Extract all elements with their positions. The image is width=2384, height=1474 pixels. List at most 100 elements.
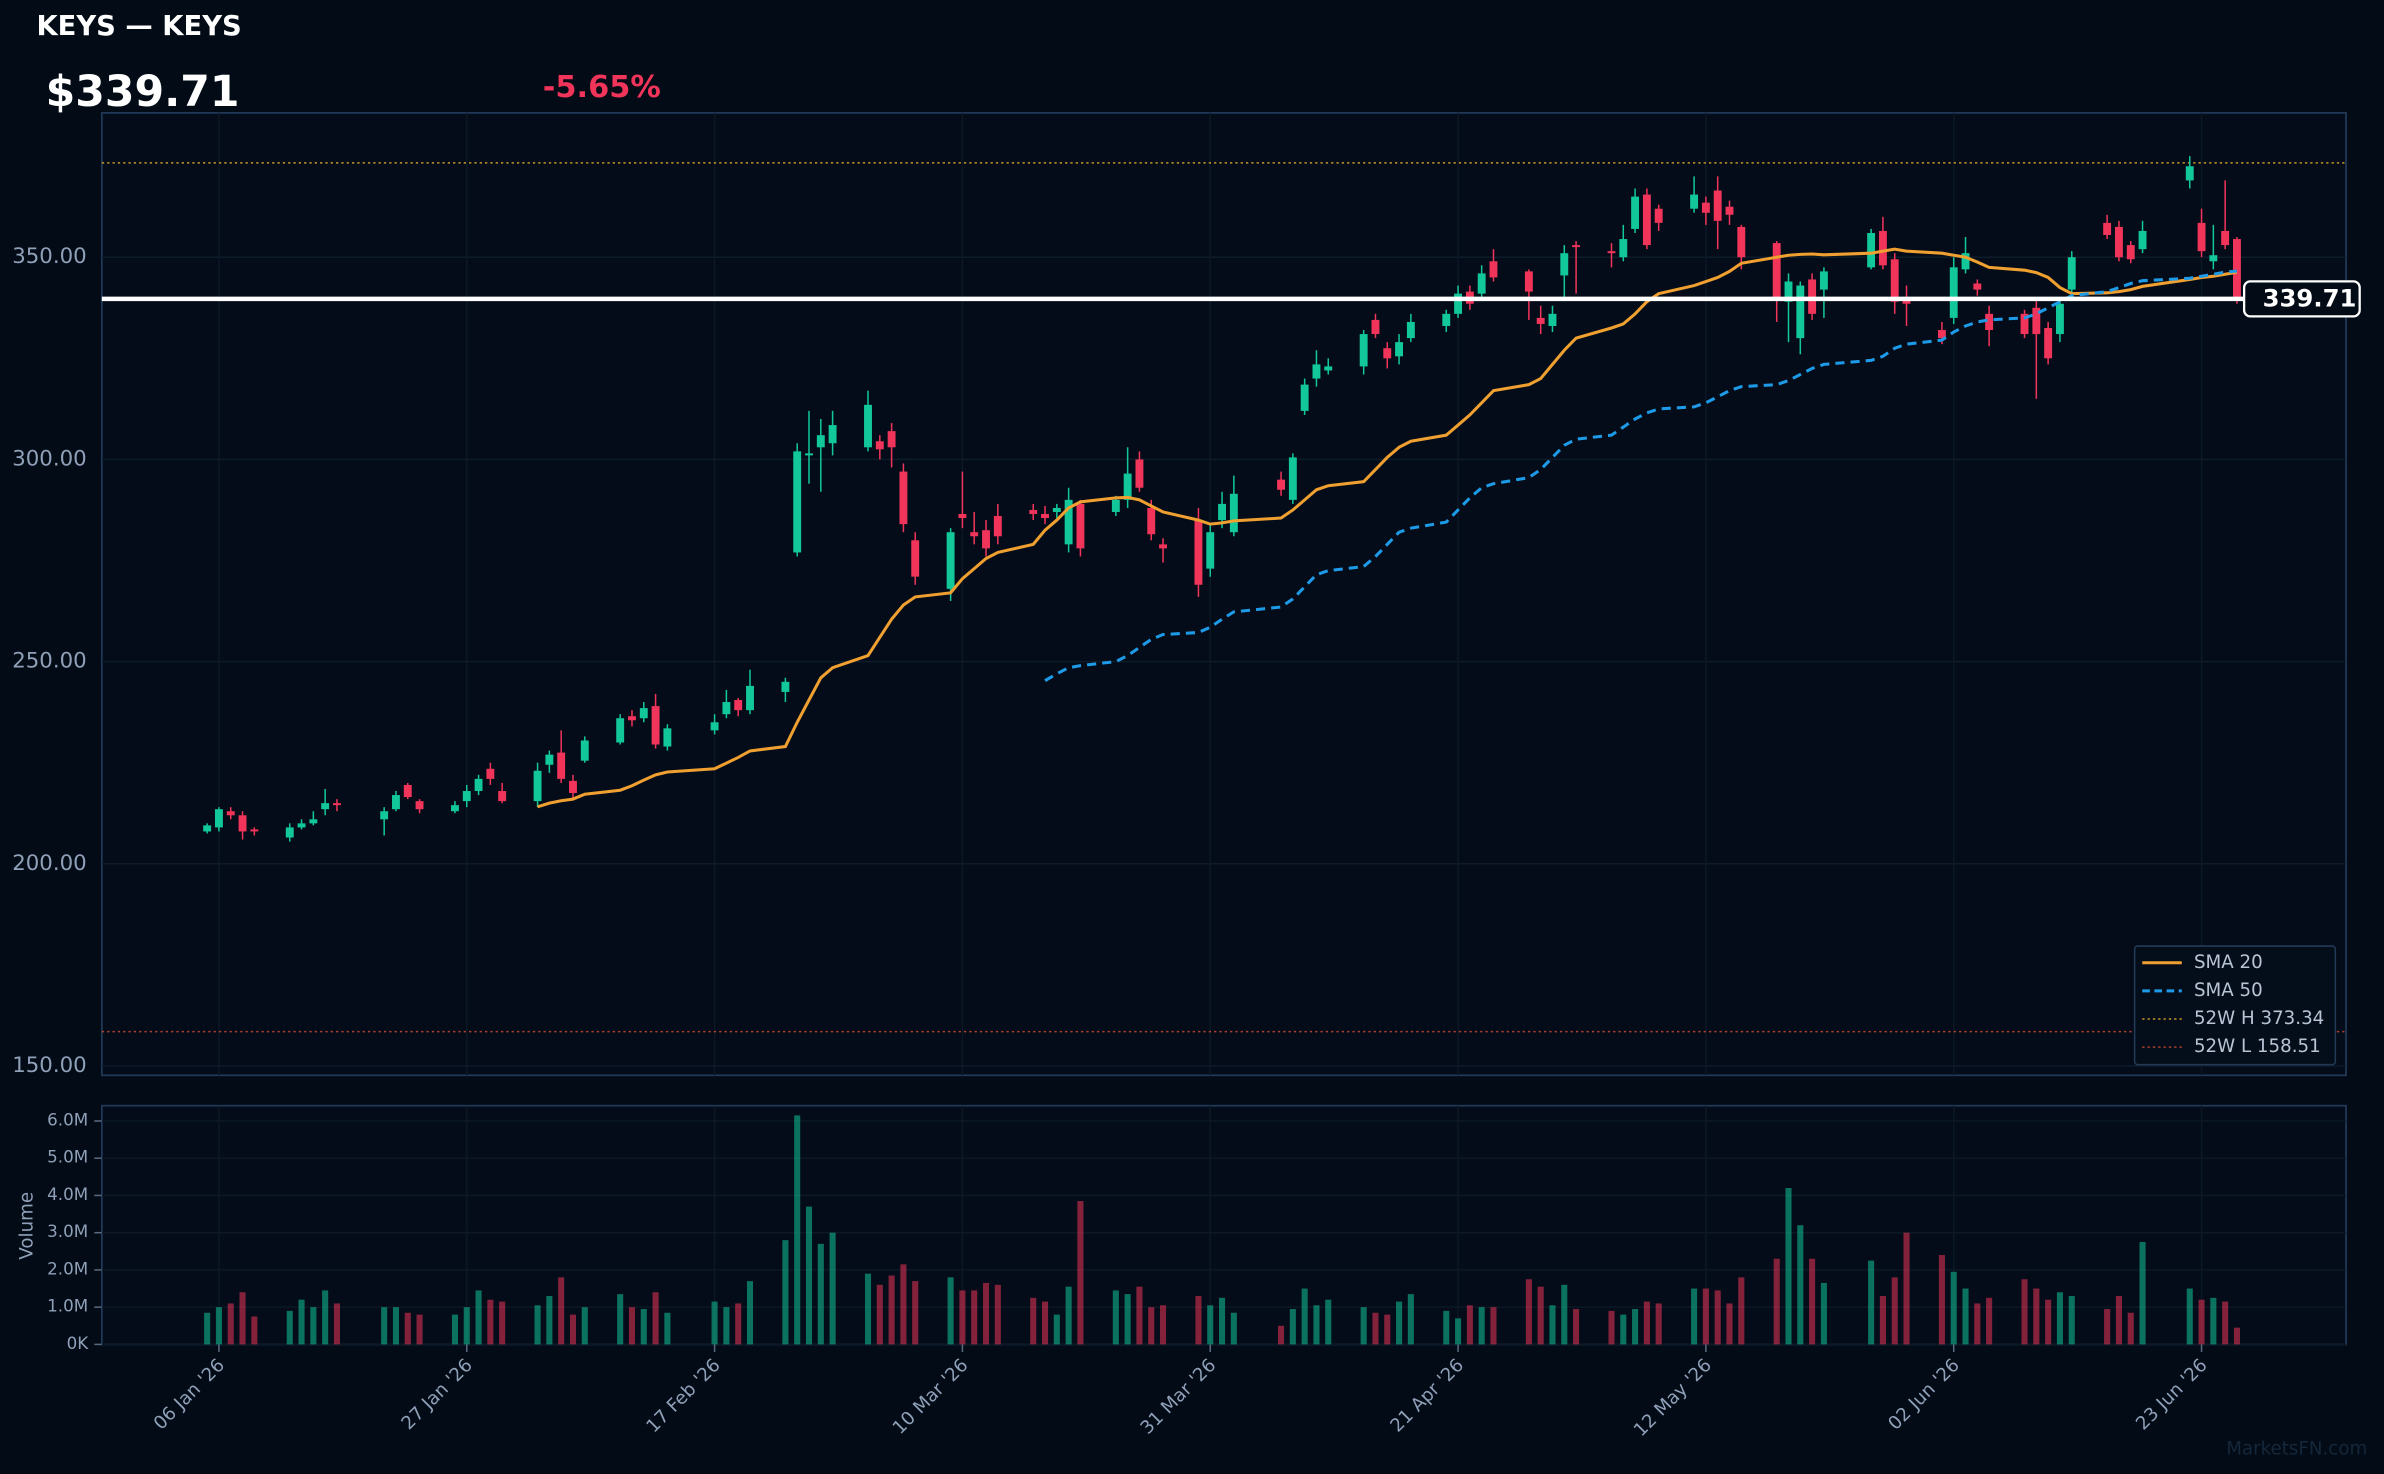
volume-bar xyxy=(475,1290,482,1345)
volume-bar xyxy=(1632,1309,1639,1345)
legend-label: SMA 50 xyxy=(2194,980,2263,1001)
volume-bar xyxy=(1478,1307,1485,1345)
sma-line xyxy=(1044,269,2238,682)
sma-line xyxy=(537,247,2238,809)
volume-tick-label: 5.0M xyxy=(47,1147,88,1167)
candle-body xyxy=(1135,459,1144,488)
volume-bar xyxy=(1879,1295,1886,1345)
volume-bar xyxy=(2068,1295,2075,1345)
y-tick-label: 250.00 xyxy=(12,649,86,674)
volume-bar xyxy=(817,1243,824,1345)
y-tick-label: 150.00 xyxy=(12,1053,86,1078)
volume-bar xyxy=(1207,1305,1214,1345)
volume-tick-label: 2.0M xyxy=(47,1258,88,1278)
candle-body xyxy=(982,530,990,549)
candle-body xyxy=(1560,253,1569,276)
volume-bar xyxy=(381,1307,388,1345)
volume-bar xyxy=(416,1314,423,1345)
candle-body xyxy=(1300,384,1309,411)
candle-body xyxy=(805,453,813,456)
candle-body xyxy=(1194,520,1203,585)
candle-body xyxy=(1654,208,1663,223)
volume-bar xyxy=(558,1277,565,1345)
volume-bar xyxy=(888,1275,895,1345)
volume-bar xyxy=(1301,1288,1308,1345)
candle-body xyxy=(2067,257,2076,290)
volume-bar xyxy=(782,1240,789,1345)
candle-body xyxy=(1359,334,1368,367)
candle-body xyxy=(2055,303,2064,335)
volume-bar xyxy=(1785,1187,1792,1345)
volume-bar xyxy=(404,1312,411,1345)
volume-tick-label: 6.0M xyxy=(47,1109,88,1129)
candle-body xyxy=(1631,196,1640,229)
candle-body xyxy=(1064,499,1073,545)
candle-body xyxy=(1052,507,1061,512)
volume-bar xyxy=(994,1284,1001,1345)
marks xyxy=(101,156,2346,1345)
candle-body xyxy=(1878,230,1887,266)
volume-bar xyxy=(451,1314,459,1345)
candle-body xyxy=(498,791,507,802)
candle-body xyxy=(1324,366,1333,371)
candle-body xyxy=(710,722,719,731)
volume-bar xyxy=(487,1299,494,1345)
candle-body xyxy=(1371,319,1380,335)
volume-bar xyxy=(298,1299,305,1345)
volume-bar xyxy=(617,1294,624,1345)
legend-label: 52W L 158.51 xyxy=(2194,1036,2321,1057)
volume-bar xyxy=(746,1281,754,1345)
candle-body xyxy=(1383,348,1392,359)
candle-body xyxy=(214,809,223,828)
candle-body xyxy=(1725,206,1734,215)
candle-body xyxy=(2197,222,2206,252)
last-price-label: 339.71 xyxy=(2263,284,2357,313)
volume-bar xyxy=(1490,1307,1497,1345)
volume-bar xyxy=(1702,1288,1709,1345)
candle-body xyxy=(1985,313,1994,331)
candle-body xyxy=(970,532,979,537)
candle-body xyxy=(946,532,955,589)
candle-body xyxy=(2138,230,2147,250)
volume-bar xyxy=(1384,1314,1391,1345)
candle-body xyxy=(1123,473,1132,500)
candle-body xyxy=(321,803,330,810)
candle-body xyxy=(1572,245,1581,248)
volume-bar xyxy=(581,1307,588,1345)
candle-body xyxy=(1973,283,1982,290)
volume-bar xyxy=(1797,1225,1804,1345)
volume-bar xyxy=(333,1303,340,1345)
volume-bar xyxy=(322,1290,329,1345)
y-tick-label: 300.00 xyxy=(12,446,86,471)
volume-bar xyxy=(2045,1299,2052,1345)
volume-bar xyxy=(2210,1297,2217,1345)
volume-bar xyxy=(534,1305,541,1345)
volume-bar xyxy=(1549,1305,1556,1345)
volume-bar xyxy=(2104,1309,2111,1345)
candle-body xyxy=(1041,514,1049,519)
volume-bar xyxy=(2139,1241,2146,1345)
candle-body xyxy=(1737,226,1746,258)
candle-body xyxy=(1961,253,1970,270)
volume-bar xyxy=(1868,1260,1875,1345)
volume-bar xyxy=(1030,1297,1037,1345)
candle-body xyxy=(250,829,259,832)
candle-body xyxy=(545,754,554,765)
candle-body xyxy=(2103,222,2112,235)
candle-body xyxy=(746,685,754,711)
volume-bar xyxy=(1325,1299,1332,1345)
candle-body xyxy=(628,716,636,721)
volume-tick-label: 0K xyxy=(67,1333,90,1353)
candle-body xyxy=(734,700,743,711)
candle-body xyxy=(993,516,1002,537)
volume-bar xyxy=(1041,1301,1049,1345)
volume-bar xyxy=(1820,1282,1827,1345)
candle-body xyxy=(415,801,424,810)
volume-bar xyxy=(2222,1301,2229,1345)
candle-body xyxy=(2221,230,2230,246)
volume-bar xyxy=(569,1314,577,1345)
candle-body xyxy=(1784,281,1793,302)
y-tick-label: 200.00 xyxy=(12,851,86,876)
candle-body xyxy=(1796,285,1805,339)
